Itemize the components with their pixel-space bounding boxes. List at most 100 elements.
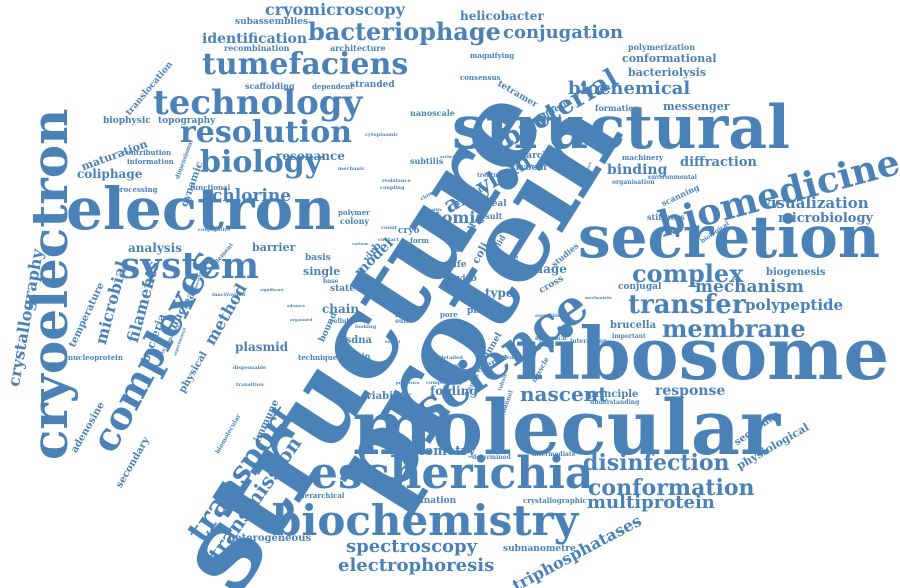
word-cytoplasmic: cytoplasmic [365,132,399,138]
word-basis: basis [305,253,331,263]
word-form: form [410,236,429,245]
word-binding: binding [607,162,668,178]
word-membrane: membrane [662,314,806,343]
word-atomic: atomic [424,208,486,227]
word-conformational: conformational [622,52,717,65]
word-various: various [352,241,369,246]
word-mechanism: mechanism [695,277,804,297]
word-advance: advance [287,303,306,308]
word-component: component [426,380,458,386]
word-cryomicroscopy: cryomicroscopy [265,0,405,19]
word-viability: viability [366,391,411,402]
word-diffraction: diffraction [680,155,757,170]
word-cytometry: cytometry [403,444,476,459]
word-tumefaciens: tumefaciens [202,47,409,82]
word-system: system [120,245,260,287]
word-assemble: assemble [535,313,561,319]
word-interaction: interaction [570,338,608,345]
word-life: life [450,260,467,270]
word-mechanistic: mechanistic [585,295,613,300]
word-response: response [655,383,726,399]
word-bacteriolysis: bacteriolysis [628,66,707,79]
word-biogenesis: biogenesis [766,267,826,278]
word-single: single [303,265,341,278]
word-conjugative: conjugative [198,227,231,233]
word-stiffness: stiffness [647,212,685,222]
word-dependent: dependent [312,82,354,91]
word-organized: organized [290,317,313,322]
word-barrier: barrier [252,241,296,254]
word-outer: outer [395,318,414,325]
word-polymerization: polymerization [628,42,696,52]
word-resistance: resistance [382,178,411,184]
word-formation: formation [595,103,640,113]
word-architecture: architecture [330,43,386,53]
word-helicobacter: helicobacter [460,9,544,23]
word-nucleoprotein: nucleoprotein [68,353,123,362]
word-functional: functional [190,183,231,192]
word-technology: technology [153,83,363,123]
word-principle: principle [588,389,639,400]
word-resonance: resonance [276,149,345,163]
word-hierarchical: hierarchical [297,491,345,500]
word-disinfection: disinfection [583,450,730,476]
word-analysis: analysis [128,241,182,255]
word-environmental: environmental [648,174,697,181]
word-pilus: pilus [467,306,492,316]
word-archetypal: archetypal [440,154,464,159]
word-chlorine: chlorine [212,186,292,206]
word-detailed: detailed [440,355,463,361]
word-nascent: nascent [520,382,608,406]
word-bacteriophage: bacteriophage [308,17,501,46]
word-processing: processing [115,185,158,194]
word-research: research [505,151,549,161]
word-electron: electron [66,175,336,243]
word-virb: virb [457,274,477,284]
word-coupling: coupling [380,185,405,191]
word-consensus: consensus [460,73,501,82]
word-significant: significant [260,287,284,292]
word-result: result [476,211,503,221]
word-flexible: flexible [426,207,443,212]
word-physical: physical [177,349,210,395]
word-fibril: fibril [395,310,414,319]
word-spectroscopy: spectroscopy [346,536,478,557]
word-understanding: understanding [590,399,640,406]
word-colony: colony [340,216,370,226]
word-conjugal: conjugal [618,282,662,292]
word-cellular: cellular [330,318,356,325]
word-cryo: cryo [398,226,420,236]
word-polypeptide: polypeptide [745,296,844,314]
word-helical: helical [385,339,401,344]
word-sample: sample [442,363,462,369]
word-contact: contact [378,237,399,243]
word-structural: structural [452,93,790,163]
word-scaffolding: scaffolding [245,81,295,91]
word-cryoem: cryoem [510,163,547,173]
word-combination: combination [393,496,457,506]
word-contribution: contribution [122,148,172,157]
word-nanoscale: nanoscale [410,108,455,118]
word-biology: biology [200,145,323,180]
word-escherichia: escherichia [310,448,594,499]
word-ribosome: ribosome [515,311,890,396]
word-conformation: conformation [588,475,755,501]
word-brucella: brucella [610,320,657,331]
word-count: count [381,225,397,231]
word-transfer: transfer [628,290,746,320]
word-coliphage: coliphage [77,167,143,181]
word-pore: pore [440,310,458,319]
word-resolution: resolution [180,115,353,150]
word-subnanometre: subnanometre [503,544,576,554]
word-information: information [127,157,174,166]
word-complex: complex [632,259,744,288]
word-mechanic: mechanic [338,166,365,172]
word-conjugation: conjugation [503,22,624,43]
word-molecular: molecular [352,383,781,472]
word-transition: transition [236,382,264,388]
word-phage: phage [526,262,567,276]
word-plasmid: plasmid [235,340,289,354]
word-biophysic: biophysic [103,116,151,126]
word-technique: technique [298,353,338,362]
